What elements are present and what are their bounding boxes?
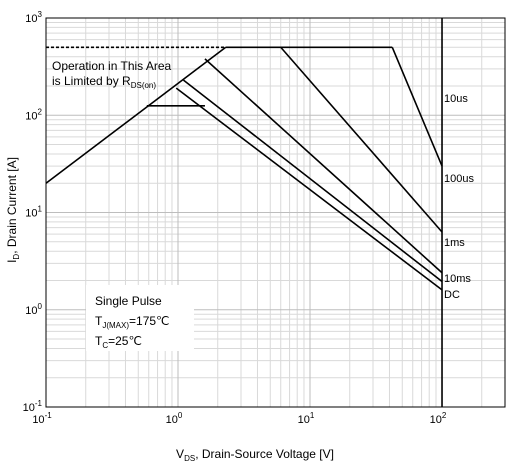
tc-value: =25℃: [108, 334, 142, 348]
x-axis-title-main: V: [176, 447, 184, 461]
x-tick-base: 10: [166, 414, 178, 426]
x-tick-label: 100: [166, 411, 183, 426]
curve-1ms: [204, 58, 443, 274]
curve-100us: [280, 46, 443, 233]
y-tick-exp: 1: [38, 205, 43, 214]
y-tick-base: 10: [23, 402, 35, 414]
y-tick-exp: 2: [38, 107, 43, 116]
y-tick-exp: 0: [38, 302, 43, 311]
tj-main: T: [95, 314, 103, 328]
y-tick-label: 100: [25, 302, 42, 317]
area-note-main: is Limited by R: [52, 74, 131, 88]
curve-10us: [391, 46, 443, 167]
tc-main: T: [95, 334, 103, 348]
x-tick-exp: 1: [310, 411, 315, 420]
y-tick-label: 103: [25, 10, 42, 25]
curve-10ms: [182, 79, 443, 283]
y-tick-label: 101: [25, 205, 42, 220]
curve-label-10us: 10us: [444, 93, 468, 105]
tj-sub: J(MAX): [102, 321, 129, 330]
curve-labels: 10us 100us 1ms 10ms DC: [444, 93, 474, 301]
y-tick-exp: 3: [38, 10, 43, 19]
curve-dc: [175, 87, 443, 291]
y-tick-label: 102: [25, 107, 42, 122]
y-axis-title: ID, Drain Current [A]: [5, 157, 21, 263]
x-tick-exp: 2: [442, 411, 447, 420]
x-axis-title: VDS, Drain-Source Voltage [V]: [176, 447, 334, 463]
y-tick-base: 10: [25, 208, 37, 220]
x-tick-base: 10: [298, 414, 310, 426]
y-axis-title-sub: D: [12, 254, 21, 260]
curve-label-100us: 100us: [444, 173, 474, 185]
y-tick-base: 10: [25, 13, 37, 25]
x-axis-title-sub: DS: [184, 454, 195, 463]
area-note-line1: Operation in This Area: [52, 59, 172, 73]
curve-label-1ms: 1ms: [444, 237, 465, 249]
y-tick-base: 10: [25, 305, 37, 317]
tj-max-label: TJ(MAX)=175℃: [95, 314, 170, 330]
area-note-line2: is Limited by RDS(on): [52, 74, 156, 90]
soa-curves: [45, 18, 443, 407]
y-tick-label: 10-1: [23, 399, 43, 414]
conditions-box: [86, 285, 194, 351]
tj-value: =175℃: [129, 314, 170, 328]
curve-label-dc: DC: [444, 289, 460, 301]
curve-label-10ms: 10ms: [444, 273, 471, 285]
rds-on-limit-line: [45, 46, 227, 184]
x-tick-base: 10: [32, 414, 44, 426]
y-tick-exp: -1: [35, 399, 43, 408]
x-axis-title-rest: , Drain-Source Voltage [V]: [195, 447, 334, 461]
area-note-sub: DS(on): [131, 81, 157, 90]
x-tick-label: 102: [430, 411, 447, 426]
y-tick-base: 10: [25, 110, 37, 122]
x-tick-exp: 0: [178, 411, 183, 420]
tc-sub: C: [102, 341, 108, 350]
y-axis-title-main: I: [5, 260, 19, 263]
x-tick-exp: -1: [45, 411, 53, 420]
x-tick-label: 101: [298, 411, 315, 426]
x-tick-base: 10: [430, 414, 442, 426]
pulse-title: Single Pulse: [95, 294, 162, 308]
plot-frame: [45, 17, 506, 408]
x-tick-label: 10-1: [32, 411, 52, 426]
y-axis-title-rest: , Drain Current [A]: [5, 157, 19, 254]
tc-label: TC=25℃: [95, 334, 142, 350]
